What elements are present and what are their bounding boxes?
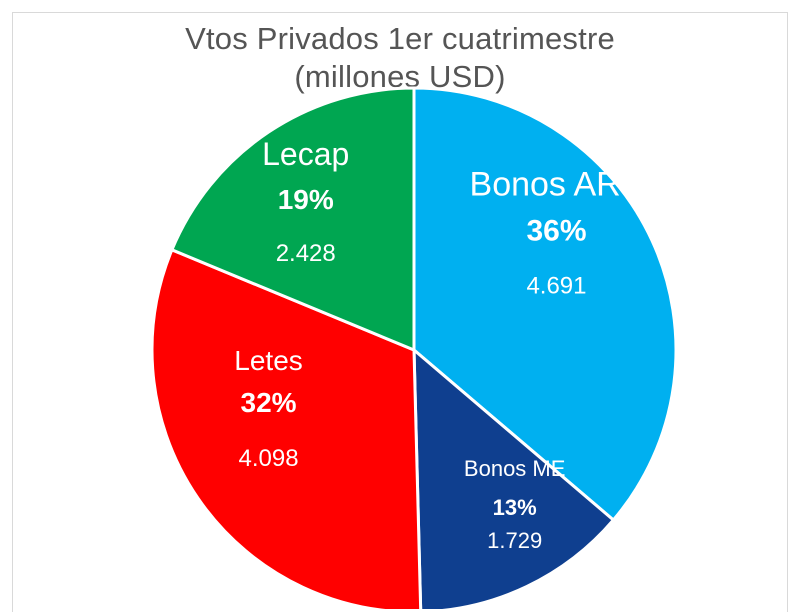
data-label-bonos-me-percent: 13% [493,495,537,520]
data-label-lecap-percent: 19% [278,184,334,215]
data-label-bonos-me-value: 1.729 [487,528,542,553]
data-label-bonos-ars-value: 4.691 [526,273,586,300]
data-label-letes-category: Letes [234,345,303,376]
data-label-bonos-ars-category: Bonos ARS [470,166,644,204]
pie-slices [150,86,678,609]
pie-slice-lecap [170,86,416,352]
pie-labels: Bonos ARS 36% 4.691 Bonos ME 13% 1.729 Letes 32… [234,136,643,553]
chart-title: Vtos Privados 1er cuatrimestre [185,21,615,56]
pie-slice-bonos-ars [412,86,678,522]
data-label-lecap-value: 2.428 [276,240,336,267]
pie-slice-bonos-me [412,348,615,609]
pie-slice-letes [150,248,423,609]
data-label-bonos-me-category: Bonos ME [464,456,566,481]
data-label-letes-value: 4.098 [239,445,299,472]
data-label-letes-percent: 32% [241,387,297,418]
data-label-lecap-category: Lecap [262,136,349,172]
data-label-bonos-ars-percent: 36% [526,215,586,248]
